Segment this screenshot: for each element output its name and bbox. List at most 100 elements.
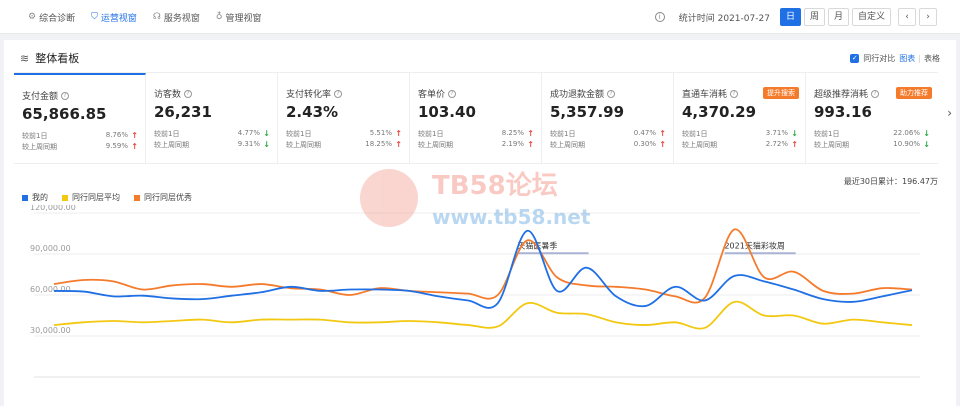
bulb-icon: ♁	[215, 12, 223, 22]
cards-next-arrow[interactable]: ›	[947, 106, 952, 120]
compare-row-week: 较上周同期 9.59% ↑	[22, 142, 140, 152]
help-icon[interactable]: ?	[871, 89, 880, 98]
metric-card[interactable]: 直通车消耗? 4,370.29 较前1日 3.71% ↓ 较上周同期 2.72% ↑ 提…	[674, 73, 806, 163]
help-icon[interactable]: ?	[334, 89, 343, 98]
metric-card[interactable]: 超级推荐消耗? 993.16 较前1日 22.06% ↓ 较上周同期 10.90% ↓ …	[806, 73, 938, 163]
chart-legend: 我的 同行同层平均 同行同层优秀	[22, 192, 206, 203]
tab-label: 运营视窗	[100, 13, 137, 24]
metric-title: 成功退款金额?	[550, 87, 673, 100]
metric-title-text: 客单价	[418, 90, 446, 100]
metric-title-text: 超级推荐消耗	[814, 90, 869, 100]
series-line-2	[53, 300, 913, 330]
period-button-4[interactable]: 自定义	[851, 8, 891, 26]
next-date-button[interactable]: ›	[919, 8, 937, 26]
stat-time-label: 统计时间 2021-07-27	[678, 13, 770, 24]
legend-item[interactable]: 我的	[22, 192, 48, 203]
top-navigation-bar: ⚙ 综合诊断 ⛉ 运营视窗 ☊ 服务视窗 ♁ 管理视窗 i 统计时间 2021-07-27 日…	[0, 0, 960, 34]
compare-percent: 2.72%	[765, 140, 788, 148]
help-icon[interactable]: ?	[607, 89, 616, 98]
compare-row-week: 较上周同期 0.30% ↑	[550, 140, 668, 150]
metric-value: 2.43%	[286, 103, 339, 121]
compare-label: 较前1日	[418, 130, 444, 138]
arrow-up-icon: ↑	[395, 129, 402, 138]
metric-title: 支付转化率?	[286, 87, 409, 100]
period-button-2[interactable]: 周	[803, 8, 825, 26]
compare-percent: 9.31%	[237, 140, 260, 148]
help-icon[interactable]: ?	[448, 89, 457, 98]
legend-label: 同行同层优秀	[144, 193, 192, 202]
prev-date-button[interactable]: ‹	[898, 8, 916, 26]
metric-title: 直通车消耗?	[682, 87, 805, 100]
compare-label: 较前1日	[814, 130, 840, 138]
gear-icon: ⚙	[28, 12, 37, 22]
arrow-up-icon: ↑	[527, 129, 534, 138]
metric-value: 103.40	[418, 103, 476, 121]
tab-1[interactable]: ⚙ 综合诊断	[28, 0, 75, 34]
compare-label: 较上周同期	[814, 141, 849, 149]
help-icon[interactable]: ?	[61, 91, 70, 100]
overview-panel: ≋ 整体看板 ✓ 同行对比 图表 | 表格 支付金额? 65,866.85 较前…	[4, 40, 956, 406]
help-icon[interactable]: ?	[730, 89, 739, 98]
arrow-down-icon: ↓	[923, 129, 930, 138]
compare-label: 较前1日	[154, 130, 180, 138]
arrow-up-icon: ↑	[527, 140, 534, 149]
compare-label: 较上周同期	[550, 141, 585, 149]
compare-row-day: 较前1日 8.25% ↑	[418, 129, 536, 139]
compare-checkbox[interactable]: ✓	[850, 54, 860, 63]
compare-percent: 5.51%	[369, 129, 392, 137]
panel-title: ≋ 整体看板	[20, 50, 79, 66]
compare-row-day: 较前1日 5.51% ↑	[286, 129, 404, 139]
metric-title: 支付金额?	[22, 89, 145, 102]
view-table-toggle[interactable]: 表格	[924, 54, 940, 63]
series-line-3	[53, 228, 913, 304]
arrow-up-icon: ↑	[659, 129, 666, 138]
compare-label: 较上周同期	[286, 141, 321, 149]
compare-percent: 8.25%	[501, 129, 524, 137]
y-tick-label: 90,000.00	[30, 244, 71, 253]
metric-title: 访客数?	[154, 87, 277, 100]
view-chart-toggle[interactable]: 图表	[899, 54, 916, 63]
arrow-up-icon: ↑	[791, 140, 798, 149]
y-tick-label: 120,000.00	[30, 205, 76, 212]
arrow-down-icon: ↓	[923, 140, 930, 149]
tab-4[interactable]: ♁ 管理视窗	[216, 0, 262, 34]
legend-label: 我的	[32, 193, 48, 202]
tab-2[interactable]: ⛉ 运营视窗	[91, 0, 137, 34]
legend-swatch	[22, 194, 28, 201]
y-tick-label: 30,000.00	[30, 326, 71, 335]
tab-3[interactable]: ☊ 服务视窗	[153, 0, 200, 34]
promo-badge[interactable]: 提升搜索	[763, 87, 799, 99]
legend-item[interactable]: 同行同层平均	[62, 192, 120, 203]
compare-row-week: 较上周同期 2.19% ↑	[418, 140, 536, 150]
period-buttons: 日周月自定义	[779, 8, 894, 26]
help-icon[interactable]: ?	[184, 89, 193, 98]
compare-percent: 3.71%	[765, 129, 788, 137]
compare-label: 较上周同期	[154, 141, 189, 149]
metric-card[interactable]: 访客数? 26,231 较前1日 4.77% ↓ 较上周同期 9.31% ↓	[146, 73, 278, 163]
arrow-down-icon: ↓	[263, 129, 270, 138]
metric-card[interactable]: 支付金额? 65,866.85 较前1日 8.76% ↑ 较上周同期 9.59% ↑	[14, 73, 146, 163]
compare-row-day: 较前1日 0.47% ↑	[550, 129, 668, 139]
compare-percent: 0.47%	[633, 129, 656, 137]
layers-icon: ≋	[20, 51, 30, 65]
compare-percent: 8.76%	[105, 131, 128, 139]
trend-line-chart: 120,000.0090,000.0060,000.0030,000.0006-…	[30, 205, 920, 378]
promo-badge[interactable]: 助力推荐	[896, 87, 932, 99]
metric-value: 26,231	[154, 103, 212, 121]
watermark-title: TB58论坛	[432, 171, 558, 201]
period-button-1[interactable]: 日	[779, 8, 801, 26]
event-label: 2021天猫彩妆周	[724, 240, 784, 250]
period-button-3[interactable]: 月	[827, 8, 849, 26]
metric-card[interactable]: 客单价? 103.40 较前1日 8.25% ↑ 较上周同期 2.19% ↑	[410, 73, 542, 163]
compare-label: 同行对比	[863, 54, 896, 63]
metric-card[interactable]: 支付转化率? 2.43% 较前1日 5.51% ↑ 较上周同期 18.25% ↑	[278, 73, 410, 163]
legend-item[interactable]: 同行同层优秀	[134, 192, 192, 203]
metric-card[interactable]: 成功退款金额? 5,357.99 较前1日 0.47% ↑ 较上周同期 0.30% ↑	[542, 73, 674, 163]
panel-options: ✓ 同行对比 图表 | 表格	[850, 53, 940, 64]
y-tick-label: 60,000.00	[30, 285, 71, 294]
metric-cards: 支付金额? 65,866.85 较前1日 8.76% ↑ 较上周同期 9.59% ↑ 访…	[14, 72, 938, 164]
date-controls: i 统计时间 2021-07-27 日周月自定义 ‹ ›	[654, 0, 940, 34]
compare-row-week: 较上周同期 10.90% ↓	[814, 140, 932, 150]
compare-row-week: 较上周同期 9.31% ↓	[154, 140, 272, 150]
info-icon[interactable]: i	[654, 12, 665, 22]
